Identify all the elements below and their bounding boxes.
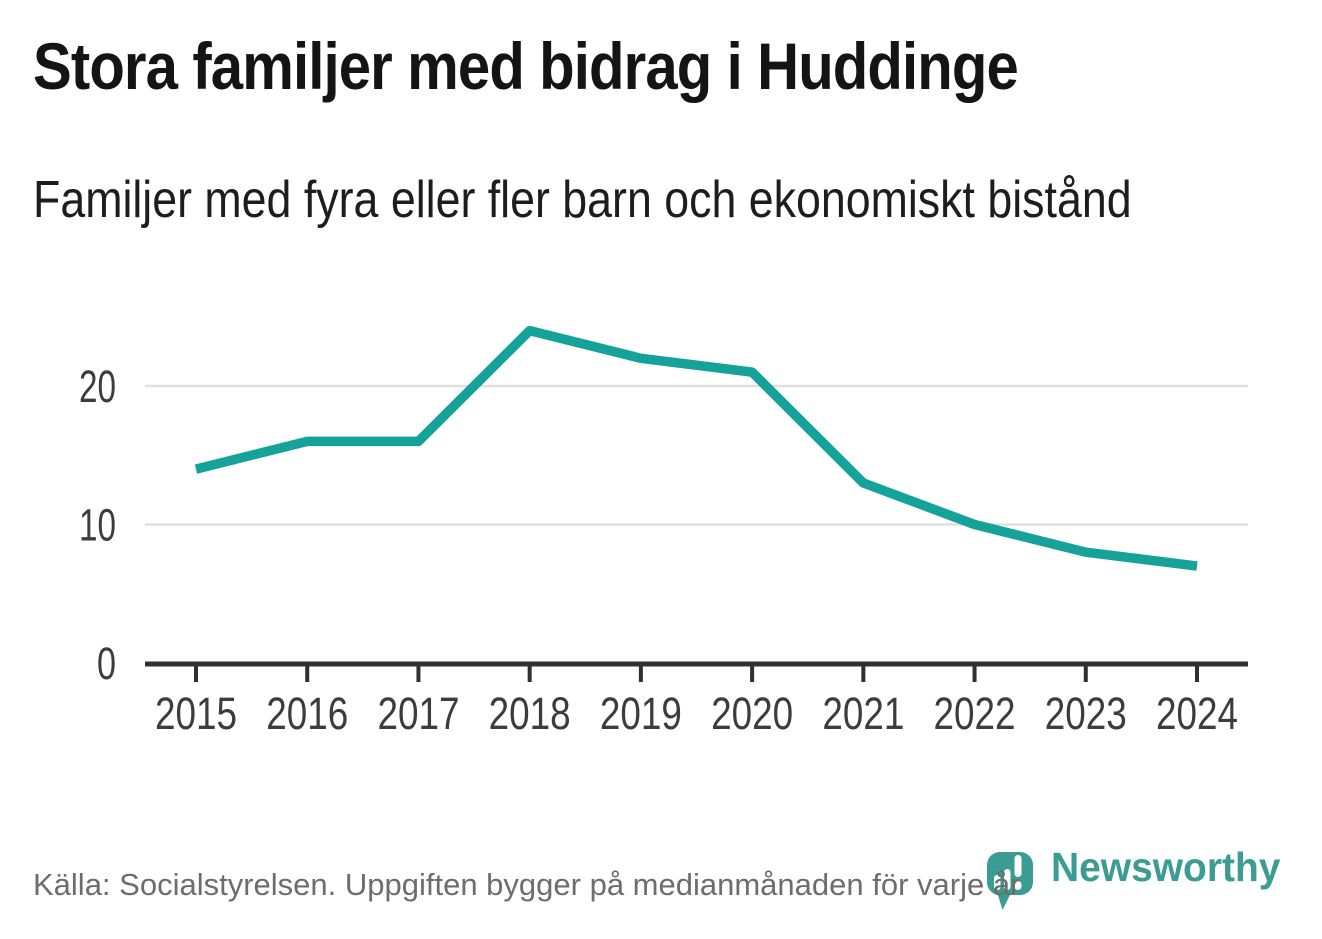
x-tick-label-2024: 2024 xyxy=(1156,688,1238,739)
x-tick-label-2019: 2019 xyxy=(600,688,682,739)
chart-subtitle: Familjer med fyra eller fler barn och ek… xyxy=(33,171,1132,229)
x-tick-label-2023: 2023 xyxy=(1045,688,1127,739)
x-tick-label-2020: 2020 xyxy=(711,688,793,739)
source-note: Källa: Socialstyrelsen. Uppgiften bygger… xyxy=(33,867,1021,902)
x-tick-label-2021: 2021 xyxy=(822,688,904,739)
x-tick-label-2017: 2017 xyxy=(377,688,459,739)
brand-name: Newsworthy xyxy=(1051,844,1281,890)
x-tick-label-2018: 2018 xyxy=(489,688,571,739)
newsworthy-logo: Newsworthy xyxy=(987,843,1293,910)
y-tick-label-10: 10 xyxy=(79,500,116,551)
data-line xyxy=(194,325,1198,571)
y-tick-label-0: 0 xyxy=(97,638,116,689)
x-tick-label-2016: 2016 xyxy=(266,688,348,739)
x-tick-label-2022: 2022 xyxy=(934,688,1016,739)
page-title: Stora familjer med bidrag i Huddinge xyxy=(33,29,1019,103)
y-tick-label-20: 20 xyxy=(79,361,116,412)
x-tick-label-2015: 2015 xyxy=(155,688,237,739)
barchart-pin-icon xyxy=(987,852,1033,910)
